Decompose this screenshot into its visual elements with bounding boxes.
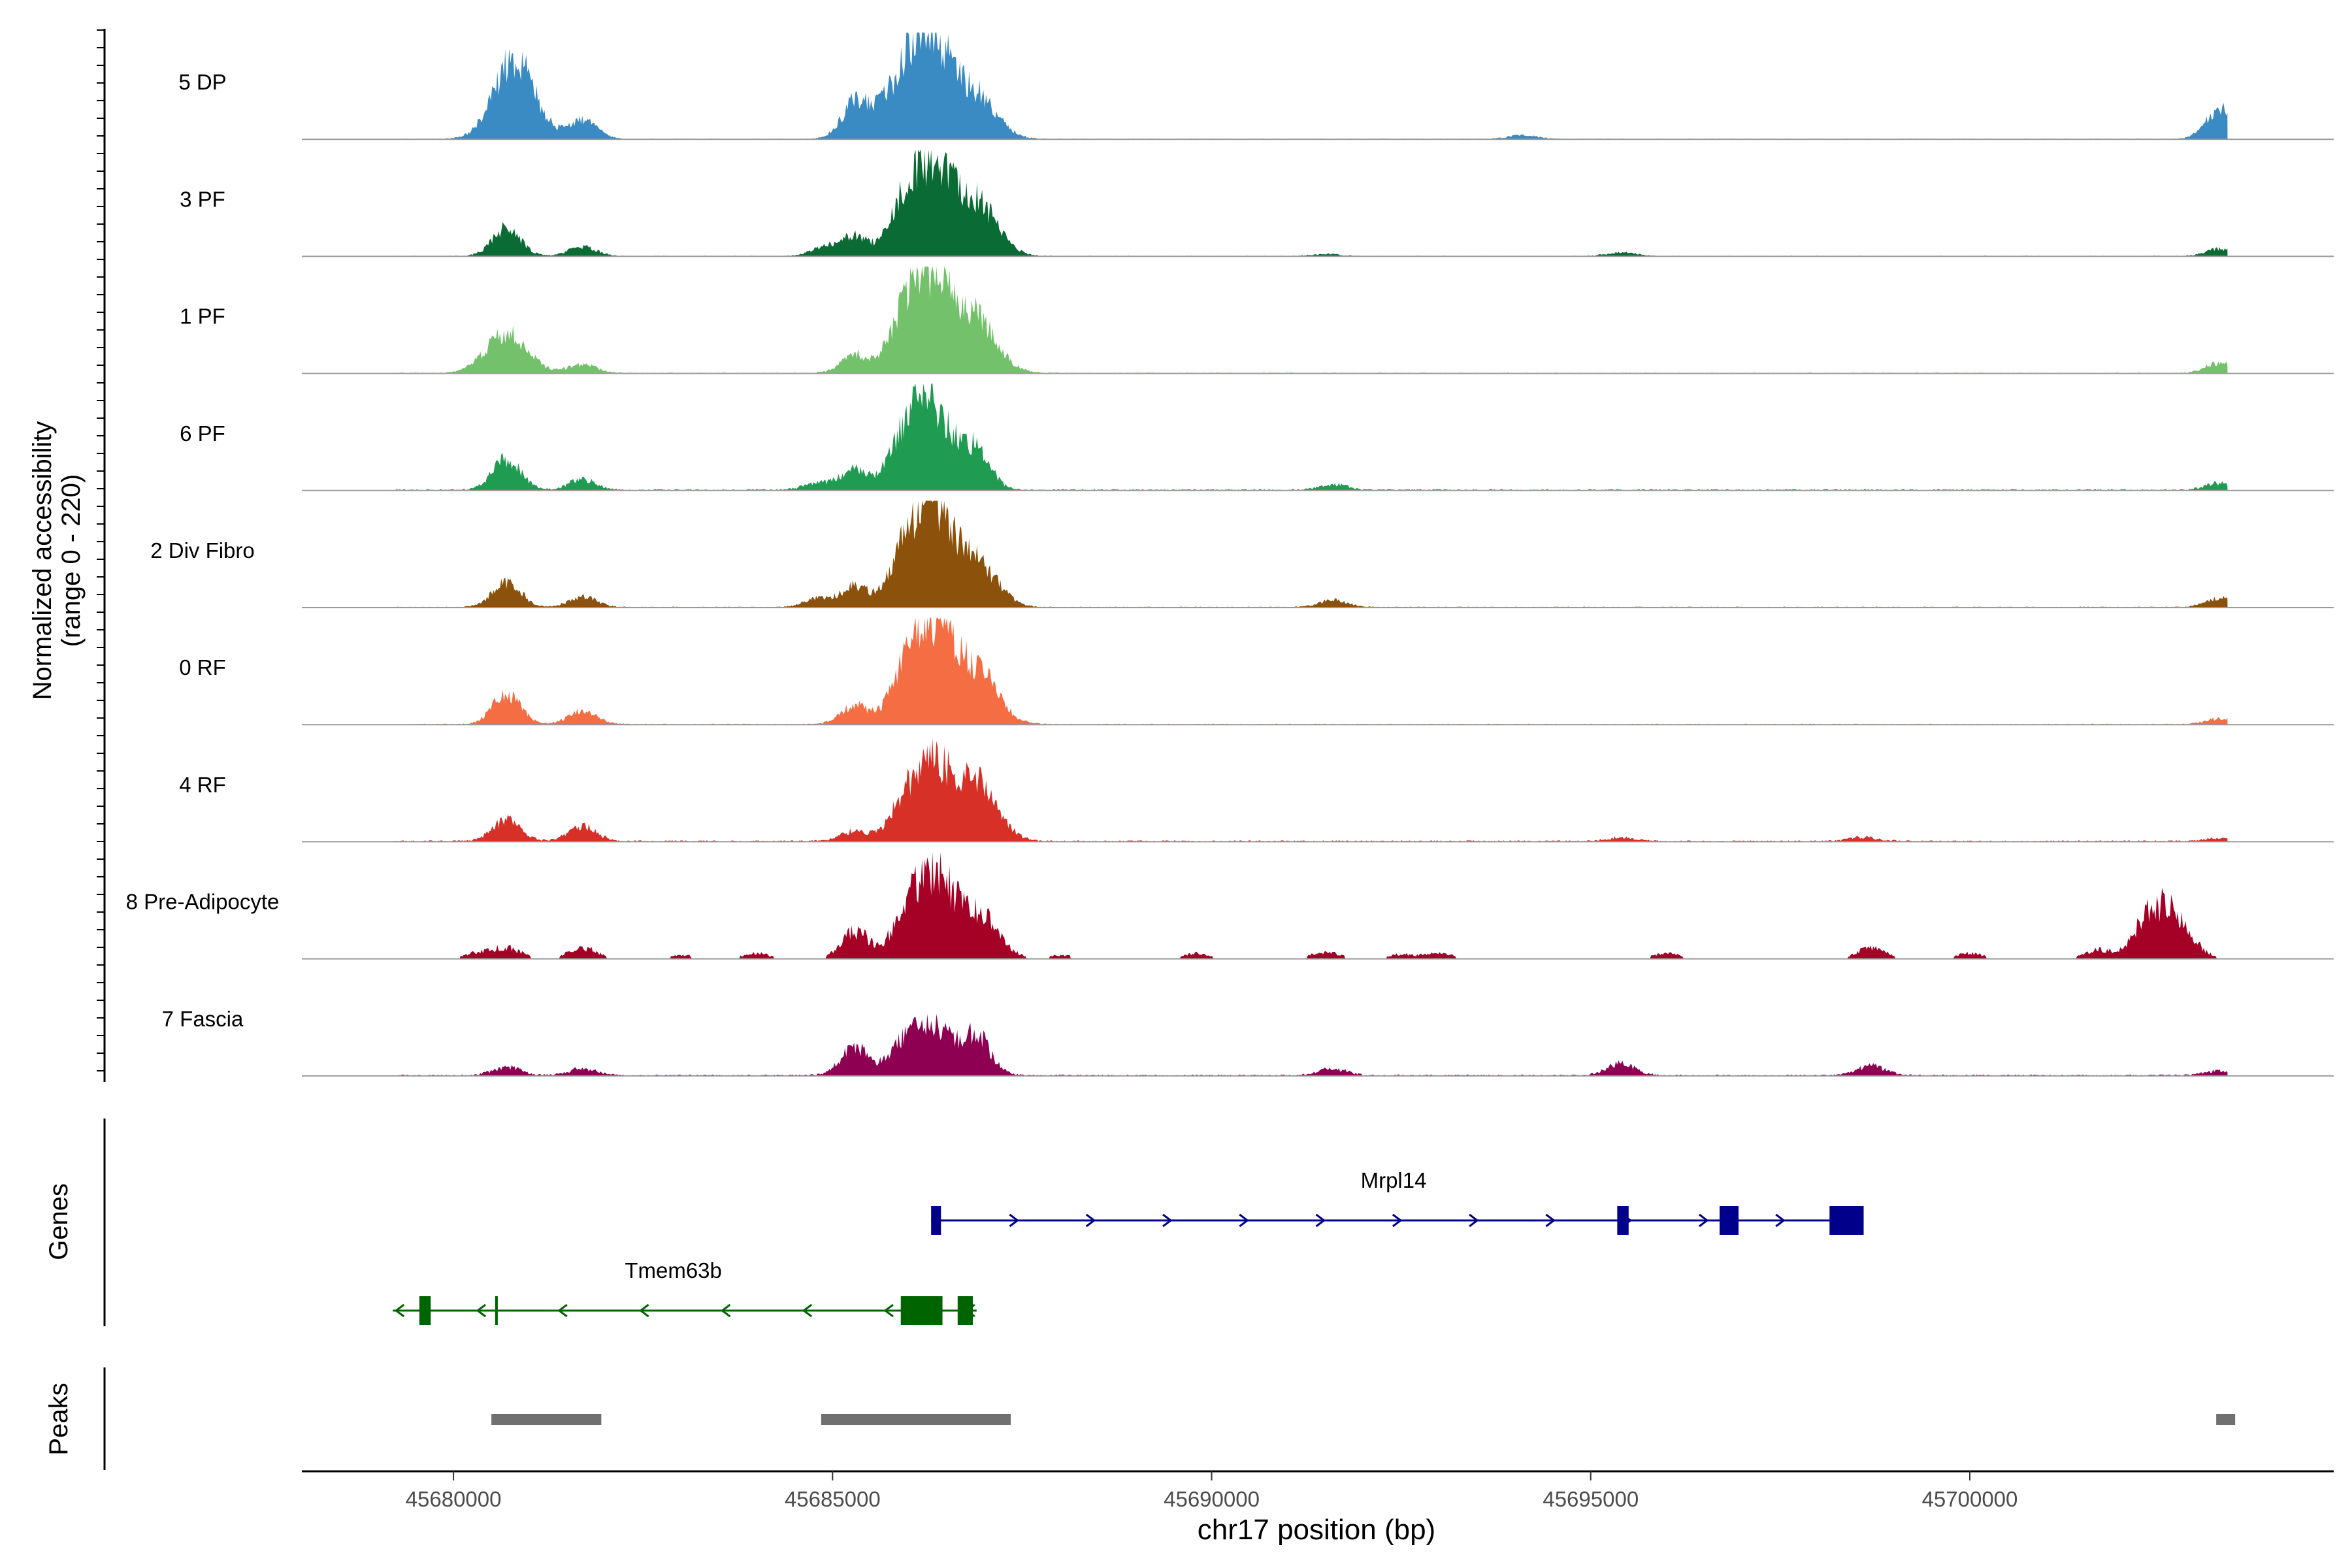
exon [419,1296,431,1325]
peak-bar [821,1414,1011,1425]
track-label: 7 Fascia [162,1007,244,1031]
track-3-pf: 3 PF [180,149,2334,257]
x-axis-ticks: 45680000 45685000 45690000 45695000 45700000 [406,1471,2018,1511]
strand-arrow [1085,1213,1096,1228]
track-8-pre-adipocyte: 8 Pre-Adipocyte [126,852,2334,960]
strand-arrow [476,1303,486,1318]
track-label: 3 PF [180,187,225,211]
exon [1617,1206,1629,1235]
x-tick-label: 45685000 [785,1487,881,1511]
strand-arrow [802,1303,813,1318]
strand-arrow [1545,1213,1556,1228]
coverage-area [393,1014,2228,1076]
x-tick-label: 45695000 [1543,1487,1639,1511]
peak-bar [2216,1414,2236,1425]
exon [495,1296,498,1325]
exon [931,1206,941,1235]
track-2-div-fibro: 2 Div Fibro [150,500,2334,608]
coverage-area [393,267,2228,374]
coverage-tracks: 5 DP 3 PF 1 PF 6 PF 2 Div Fibro 0 RF 4 RF 8 Pre… [126,32,2334,1077]
track-label: 0 RF [179,655,226,679]
gene-label: Mrpl14 [1361,1168,1427,1192]
exon [1720,1206,1739,1235]
gene-annotations: Mrpl14 Tmem63b [393,1168,1864,1325]
x-axis-label: chr17 position (bp) [1198,1514,1435,1546]
x-tick-label: 45700000 [1922,1487,2018,1511]
track-label: 8 Pre-Adipocyte [126,890,280,914]
track-5-dp: 5 DP [178,32,2334,140]
strand-arrow [1162,1213,1173,1228]
coverage-area [393,617,2228,725]
track-7-fascia: 7 Fascia [162,1007,2334,1077]
coverage-area [393,384,2228,491]
gene-tmem63b: Tmem63b [393,1258,977,1325]
peak-regions [491,1414,2236,1425]
strand-arrow [883,1303,894,1318]
strand-arrow [1315,1213,1326,1228]
peaks-panel-label: Peaks [44,1382,73,1455]
coverage-area [393,32,2228,140]
strand-arrow [1699,1213,1709,1228]
exon [1829,1206,1864,1235]
track-label: 5 DP [178,70,226,94]
track-label: 6 PF [180,421,225,446]
strand-arrow [639,1303,649,1318]
coverage-area [393,852,2228,959]
y-axis-label-line2: (range 0 - 220) [57,474,86,647]
x-tick-label: 45690000 [1164,1487,1260,1511]
strand-arrow [1009,1213,1019,1228]
exon [900,1296,943,1325]
strand-arrow [1469,1213,1479,1228]
x-tick-label: 45680000 [406,1487,502,1511]
strand-arrow [394,1303,405,1318]
strand-arrow [1239,1213,1249,1228]
y-axis-label-line1: Normalized accessibility [28,421,57,700]
peak-bar [491,1414,602,1425]
track-label: 2 Div Fibro [150,538,255,563]
coverage-area [393,500,2228,608]
coverage-area [393,738,2228,842]
track-label: 1 PF [180,304,225,329]
strand-arrow [1775,1213,1786,1228]
track-1-pf: 1 PF [180,267,2334,374]
gene-label: Tmem63b [625,1258,722,1282]
track-0-rf: 0 RF [179,617,2334,726]
gene-mrpl14: Mrpl14 [931,1168,1864,1235]
track-label: 4 RF [179,772,226,796]
coverage-area [393,149,2228,257]
coverage-y-ticks [97,29,105,1071]
genes-panel-label: Genes [44,1183,73,1260]
track-4-rf: 4 RF [179,738,2334,843]
strand-arrow [557,1303,568,1318]
strand-arrow [720,1303,731,1318]
strand-arrow [1392,1213,1403,1228]
exon [957,1296,973,1325]
track-6-pf: 6 PF [180,384,2334,491]
